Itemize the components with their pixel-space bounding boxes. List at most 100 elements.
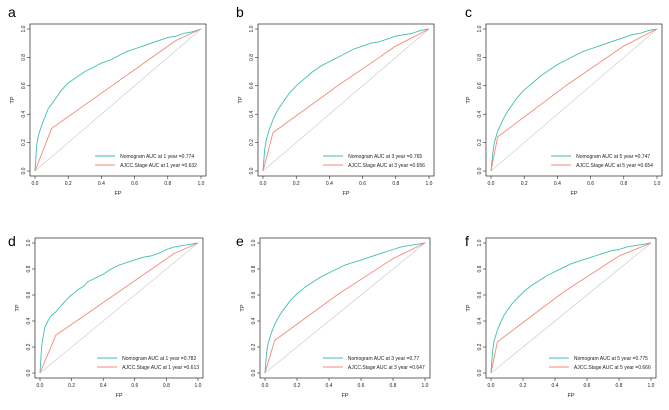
y-tick-label: 0.8 [21, 54, 27, 61]
x-axis-label: FP [342, 191, 349, 197]
x-tick-label: 0.4 [100, 383, 107, 389]
legend-entry: Nomogram AUC at 3 year =0.765 [348, 154, 422, 160]
x-tick-label: 0.2 [293, 181, 300, 187]
y-tick-label: 0.0 [477, 167, 483, 174]
y-tick-label: 0.6 [477, 291, 483, 298]
y-axis-label: TP [240, 304, 246, 311]
x-tick-label: 0.2 [68, 383, 75, 389]
y-tick-label: 0.4 [477, 317, 483, 324]
y-tick-label: 1.0 [249, 25, 255, 32]
roc-panel-c: c 0.0 0.0 0.2 0.2 0.4 0.4 0.6 0.6 0.8 0.8 1.0 1.0 FP T… [465, 4, 663, 197]
reference-diagonal [39, 242, 199, 374]
x-tick-label: 0.0 [37, 383, 44, 389]
x-tick-label: 0.2 [65, 181, 72, 187]
ajcc-stage-roc-curve [490, 28, 658, 172]
reference-diagonal [262, 28, 430, 172]
x-tick-label: 0.0 [488, 181, 495, 187]
y-tick-label: 0.0 [249, 167, 255, 174]
ajcc-stage-roc-curve [34, 28, 202, 172]
legend-entry: Nomogram AUC at 3 year =0.77 [348, 356, 420, 362]
y-tick-label: 0.0 [251, 369, 257, 376]
plot-frame [34, 237, 204, 379]
y-tick-label: 0.6 [251, 291, 257, 298]
plot-frame [485, 237, 657, 379]
legend-entry: Nomogram AUC at 5 year =0.747 [576, 154, 650, 160]
y-tick-label: 0.6 [26, 291, 32, 298]
panel-label: a [8, 4, 16, 20]
y-tick-label: 0.0 [26, 369, 32, 376]
reference-diagonal [34, 28, 202, 172]
y-tick-label: 1.0 [477, 25, 483, 32]
x-tick-label: 0.2 [520, 383, 527, 389]
y-tick-label: 0.2 [26, 343, 32, 350]
x-axis-label: FP [341, 393, 348, 399]
nomogram-roc-curve [262, 28, 430, 172]
x-tick-label: 0.2 [294, 383, 301, 389]
y-tick-label: 0.4 [249, 111, 255, 118]
x-tick-label: 0.4 [98, 181, 105, 187]
x-tick-label: 0.4 [326, 181, 333, 187]
legend-entry: AJCC.Stage AUC at 5 year =0.654 [576, 163, 653, 169]
x-tick-label: 0.8 [616, 383, 623, 389]
x-tick-label: 0.8 [163, 383, 170, 389]
ajcc-stage-roc-curve [264, 242, 426, 374]
legend-entry: Nomogram AUC at 1 year =0.774 [120, 154, 194, 160]
x-tick-label: 1.0 [198, 181, 205, 187]
plot-frame [259, 237, 431, 379]
y-tick-label: 0.2 [477, 343, 483, 350]
roc-panel-a: a 0.0 0.0 0.2 0.2 0.4 0.4 0.6 0.6 0.8 0.8 1.0 1.0 FP T… [8, 4, 207, 197]
nomogram-roc-curve [490, 28, 658, 172]
x-tick-label: 0.0 [260, 181, 267, 187]
plot-frame [485, 23, 663, 177]
nomogram-roc-curve [39, 242, 199, 374]
y-axis-label: TP [238, 96, 244, 103]
x-tick-label: 0.8 [164, 181, 171, 187]
nomogram-roc-curve [34, 28, 202, 172]
y-axis-label: TP [466, 304, 472, 311]
x-tick-label: 1.0 [426, 181, 433, 187]
x-tick-label: 0.8 [620, 181, 627, 187]
x-axis-label: FP [115, 393, 122, 399]
x-tick-label: 0.6 [131, 181, 138, 187]
x-tick-label: 0.6 [584, 383, 591, 389]
y-tick-label: 1.0 [251, 239, 257, 246]
legend-entry: Nomogram AUC at 5 year =0.775 [574, 356, 648, 362]
x-axis-label: FP [570, 191, 577, 197]
y-tick-label: 0.6 [249, 82, 255, 89]
nomogram-roc-curve [490, 242, 652, 374]
panel-label: c [465, 4, 472, 20]
legend-entry: AJCC.Stage AUC at 3 year =0.656 [348, 163, 425, 169]
panel-label: e [236, 233, 244, 249]
y-tick-label: 0.8 [251, 265, 257, 272]
x-tick-label: 0.2 [521, 181, 528, 187]
legend-entry: AJCC.Stage AUC at 1 year =0.613 [122, 365, 199, 371]
x-tick-label: 1.0 [648, 383, 655, 389]
plot-frame [29, 23, 207, 177]
y-tick-label: 0.4 [21, 111, 27, 118]
panel-label: f [465, 233, 469, 249]
roc-panel-e: e 0.0 0.0 0.2 0.2 0.4 0.4 0.6 0.6 0.8 0.8 1.0 1.0 FP T… [236, 233, 431, 399]
x-axis-label: FP [567, 393, 574, 399]
x-tick-label: 0.6 [131, 383, 138, 389]
y-tick-label: 0.6 [477, 82, 483, 89]
x-tick-label: 0.0 [262, 383, 269, 389]
y-tick-label: 0.2 [477, 139, 483, 146]
x-tick-label: 0.8 [390, 383, 397, 389]
y-tick-label: 0.8 [477, 54, 483, 61]
y-tick-label: 0.4 [26, 317, 32, 324]
x-tick-label: 0.6 [587, 181, 594, 187]
x-tick-label: 1.0 [195, 383, 202, 389]
y-axis-label: TP [10, 96, 16, 103]
legend-entry: Nomogram AUC at 1 year =0.782 [122, 356, 196, 362]
y-tick-label: 0.8 [26, 265, 32, 272]
y-tick-label: 0.8 [477, 265, 483, 272]
panel-label: b [236, 4, 244, 20]
y-tick-label: 0.6 [21, 82, 27, 89]
x-tick-label: 0.0 [32, 181, 39, 187]
legend-entry: AJCC.Stage AUC at 1 year =0.632 [120, 163, 197, 169]
y-tick-label: 0.2 [249, 139, 255, 146]
ajcc-stage-roc-curve [262, 28, 430, 172]
x-tick-label: 1.0 [422, 383, 429, 389]
y-tick-label: 1.0 [26, 239, 32, 246]
